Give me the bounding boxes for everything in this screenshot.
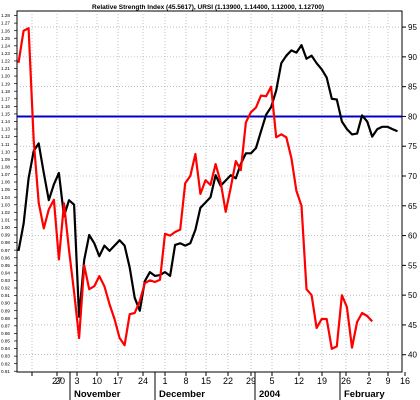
left-axis-tick-label: 1.28 xyxy=(1,13,10,18)
left-axis-tick-label: 1.13 xyxy=(1,127,10,132)
left-axis-tick-label: 1.24 xyxy=(1,43,10,48)
left-axis-tick-label: 1.03 xyxy=(1,202,10,207)
x-axis-month-label: November xyxy=(74,389,121,400)
x-axis-day-label: 2 xyxy=(366,376,371,386)
x-axis-day-label: 19 xyxy=(317,376,327,386)
left-axis-tick-label: 1.06 xyxy=(1,180,10,185)
left-axis-tick-label: 1.01 xyxy=(1,217,10,222)
left-axis-tick-label: 0.90 xyxy=(1,301,10,306)
left-axis-tick-label: 1.12 xyxy=(1,134,10,139)
left-axis-tick-label: 0.97 xyxy=(1,248,10,253)
right-axis-tick-label: 90 xyxy=(408,53,417,62)
left-axis-tick-label: 1.17 xyxy=(1,96,10,101)
right-axis-tick-label: 75 xyxy=(408,142,417,151)
x-axis-day-label: 3 xyxy=(74,376,79,386)
left-axis-tick-label: 0.83 xyxy=(1,354,10,359)
left-axis-tick-label: 1.20 xyxy=(1,74,10,79)
left-axis-tick-label: 0.84 xyxy=(1,346,10,351)
left-axis-tick-label: 0.92 xyxy=(1,286,10,291)
x-axis-month-label: February xyxy=(344,389,385,400)
x-axis-day-label: 24 xyxy=(138,376,148,386)
left-axis-tick-label: 0.86 xyxy=(1,331,10,336)
rsi-series-line xyxy=(17,27,374,350)
left-axis-tick-label: 0.91 xyxy=(1,293,10,298)
right-axis-tick-label: 95 xyxy=(408,23,417,32)
left-axis-tick-label: 0.82 xyxy=(1,361,10,366)
left-axis-tick-label: 1.10 xyxy=(1,149,10,154)
x-axis-day-label: 5 xyxy=(269,376,274,386)
left-axis-tick-label: 1.11 xyxy=(1,142,10,147)
left-axis-tick-label: 1.05 xyxy=(1,187,10,192)
right-axis-tick-label: 45 xyxy=(408,321,417,330)
left-axis-tick-label: 0.94 xyxy=(1,270,10,275)
left-axis-tick-label: 1.27 xyxy=(1,21,10,26)
left-axis-tick-label: 0.85 xyxy=(1,339,10,344)
left-axis-tick-label: 1.23 xyxy=(1,51,10,56)
left-axis-tick-label: 0.98 xyxy=(1,240,10,245)
x-axis-day-label: 16 xyxy=(400,376,410,386)
right-axis-tick-label: 80 xyxy=(408,112,417,121)
left-axis-tick-label: 1.25 xyxy=(1,36,10,41)
left-axis-tick-label: 1.14 xyxy=(1,119,10,124)
x-axis-day-label: 26 xyxy=(341,376,351,386)
x-axis-day-label: 10 xyxy=(92,376,102,386)
left-axis-tick-label: 1.18 xyxy=(1,89,10,94)
x-axis-day-label: 17 xyxy=(113,376,123,386)
left-axis-tick-label: 1.21 xyxy=(1,66,10,71)
left-axis-tick-label: 1.26 xyxy=(1,28,10,33)
x-axis-month-label: 2004 xyxy=(259,389,281,400)
plot-frame xyxy=(16,10,403,373)
left-axis-tick-label: 1.22 xyxy=(1,59,10,64)
left-axis-tick-label: 1.04 xyxy=(1,195,10,200)
left-axis-tick-label: 1.16 xyxy=(1,104,10,109)
right-axis-tick-label: 55 xyxy=(408,261,417,270)
right-axis-tick-label: 85 xyxy=(408,83,417,92)
left-axis-tick-label: 1.07 xyxy=(1,172,10,177)
left-axis-tick-label: 0.81 xyxy=(1,369,10,374)
left-axis-tick-label: 1.08 xyxy=(1,165,10,170)
x-axis-day-label: 15 xyxy=(201,376,211,386)
left-axis-tick-label: 1.02 xyxy=(1,210,10,215)
x-axis-day-label: 22 xyxy=(223,376,233,386)
left-axis-tick-label: 0.93 xyxy=(1,278,10,283)
x-axis-day-label: 8 xyxy=(183,376,188,386)
left-axis-tick-label: 1.15 xyxy=(1,112,10,117)
left-axis-tick-label: 1.09 xyxy=(1,157,10,162)
x-axis-month-label: December xyxy=(159,389,205,400)
price-series-line xyxy=(17,43,398,318)
right-axis-tick-label: 40 xyxy=(408,351,417,360)
right-axis-tick-label: 70 xyxy=(408,172,417,181)
right-axis-tick-label: 60 xyxy=(408,232,417,241)
x-axis-day-label: 12 xyxy=(294,376,304,386)
left-axis-tick-label: 0.95 xyxy=(1,263,10,268)
left-axis-tick-label: 1.19 xyxy=(1,81,10,86)
chart-title: Relative Strength Index (45.5617), URSI … xyxy=(92,4,324,11)
x-axis-day-label: 20 xyxy=(55,376,65,386)
x-axis-day-label: 9 xyxy=(385,376,390,386)
left-axis-tick-label: 1.00 xyxy=(1,225,10,230)
left-axis-tick-label: 0.96 xyxy=(1,255,10,260)
right-axis-tick-label: 65 xyxy=(408,202,417,211)
right-axis-tick-label: 50 xyxy=(408,291,417,300)
left-axis-tick-label: 0.99 xyxy=(1,233,10,238)
left-axis-tick-label: 0.87 xyxy=(1,323,10,328)
left-axis-tick-label: 0.89 xyxy=(1,308,10,313)
left-axis-tick-label: 0.88 xyxy=(1,316,10,321)
x-axis-day-label: 27 xyxy=(52,376,62,386)
x-axis-day-label: 1 xyxy=(162,376,167,386)
x-axis-day-label: 29 xyxy=(246,376,256,386)
